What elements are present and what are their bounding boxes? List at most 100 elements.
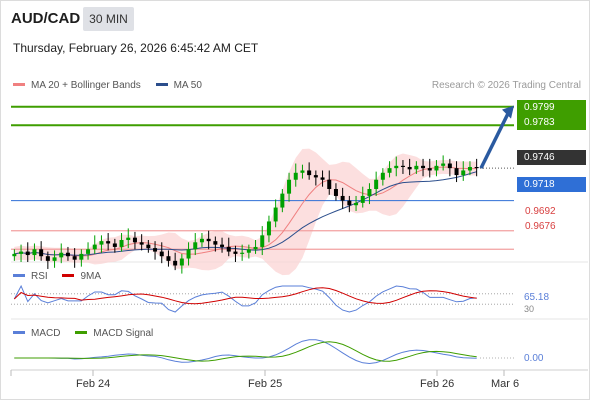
x-axis-ticks	[10, 370, 505, 376]
candle-body	[320, 177, 325, 180]
candle-body	[132, 237, 137, 243]
macd-value-label: 0.00	[524, 353, 544, 364]
candle-body	[173, 260, 178, 266]
candle-body	[266, 221, 271, 236]
legend-swatch-rsi	[13, 273, 25, 277]
candle-body	[59, 252, 64, 258]
candle-body	[119, 239, 124, 247]
projection-arrow	[479, 105, 514, 169]
price-label-resistance-1: 0.9783	[517, 115, 586, 130]
macd-legend: MACD MACD Signal	[13, 327, 165, 341]
legend-label-bollinger: MA 20 + Bollinger Bands	[31, 80, 141, 91]
legend-label-ma50: MA 50	[173, 80, 202, 91]
candle-body	[126, 237, 131, 240]
rsi-ma-line	[13, 287, 477, 305]
rsi-value-label: 65.18	[524, 292, 550, 303]
candle-body	[92, 244, 97, 250]
macd-signal-line	[14, 341, 477, 362]
candle-body	[380, 172, 385, 180]
legend-item-macd: MACD	[13, 328, 63, 339]
rsi-legend: RSI 9MA	[13, 270, 113, 284]
x-tick-label: Feb 26	[420, 378, 455, 390]
candle-body	[99, 241, 104, 245]
symbol-title: AUD/CAD	[11, 10, 81, 27]
candle-body	[240, 252, 245, 254]
candle-body	[112, 243, 117, 247]
candle-body	[220, 244, 225, 247]
candle-body	[293, 172, 298, 180]
candle-body	[45, 256, 50, 261]
candle-body	[32, 249, 37, 256]
candle-body	[360, 195, 365, 203]
candle-body	[273, 207, 278, 222]
price-label-pivot: 0.9718	[517, 177, 586, 192]
candle-body	[179, 258, 184, 266]
candle-body	[400, 165, 405, 167]
legend-label-9ma: 9MA	[80, 271, 102, 282]
candle-body	[79, 253, 84, 260]
candle-body	[280, 193, 285, 208]
candle-body	[12, 253, 17, 257]
candlestick-series	[12, 155, 479, 274]
candle-body	[146, 244, 151, 249]
candle-body	[327, 179, 332, 190]
candle-body	[434, 165, 439, 171]
legend-label-macd-signal: MACD Signal	[93, 328, 154, 339]
candle-body	[206, 238, 211, 242]
candle-body	[394, 165, 399, 169]
main-legend: MA 20 + Bollinger Bands MA 50	[13, 79, 214, 93]
candle-body	[313, 175, 318, 178]
candle-body	[106, 241, 111, 244]
candle-body	[347, 200, 352, 206]
x-tick-label: Feb 25	[248, 378, 283, 390]
price-label-support-1: 0.9692	[525, 206, 556, 217]
x-tick-label: Feb 24	[76, 378, 111, 390]
legend-item-9ma: 9MA	[62, 271, 101, 282]
legend-item-macd-signal: MACD Signal	[75, 328, 153, 339]
candle-body	[441, 163, 446, 166]
candle-body	[467, 166, 472, 171]
candle-body	[213, 241, 218, 245]
candle-body	[166, 256, 171, 261]
candle-body	[300, 170, 305, 173]
candle-body	[287, 179, 292, 194]
bollinger-band	[14, 148, 477, 276]
candle-body	[199, 238, 204, 243]
candle-body	[407, 166, 412, 170]
candle-body	[354, 202, 359, 206]
candle-body	[25, 251, 30, 256]
legend-item-ma50: MA 50	[155, 80, 202, 91]
candle-body	[333, 189, 338, 196]
legend-swatch-macd	[13, 330, 25, 334]
legend-item-rsi: RSI	[13, 271, 50, 282]
interval-badge[interactable]: 30 MIN	[83, 7, 134, 31]
candle-body	[226, 246, 231, 252]
rsi-lines	[11, 284, 514, 313]
candle-body	[186, 249, 191, 259]
macd-line	[14, 339, 477, 365]
candle-body	[421, 165, 426, 169]
price-label-resistance-2: 0.9799	[517, 100, 586, 115]
timestamp: Thursday, February 26, 2026 6:45:42 AM C…	[13, 41, 259, 55]
candle-body	[260, 235, 265, 247]
rsi-level-label: 30	[524, 305, 535, 314]
x-tick-label: Mar 6	[491, 378, 520, 390]
candle-body	[414, 165, 419, 170]
price-label-support-2: 0.9676	[525, 221, 556, 232]
legend-swatch-ma50	[155, 82, 168, 86]
candle-body	[253, 246, 258, 250]
candle-body	[193, 242, 198, 250]
legend-swatch-9ma	[62, 273, 75, 277]
macd-lines	[14, 339, 514, 365]
ma20-line	[14, 166, 477, 257]
candle-body	[474, 166, 479, 169]
projection-arrow-head	[502, 105, 514, 119]
candle-body	[340, 195, 345, 201]
rsi-line	[13, 284, 477, 313]
candle-body	[233, 251, 238, 254]
candle-body	[159, 251, 164, 257]
candle-body	[374, 179, 379, 190]
candle-body	[427, 168, 432, 171]
candle-body	[72, 256, 77, 260]
